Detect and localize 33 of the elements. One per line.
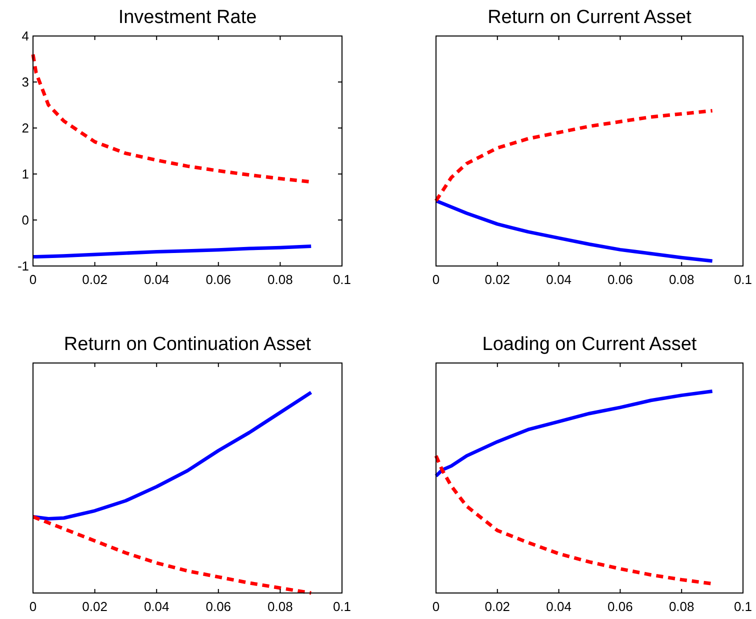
chart-title: Investment Rate <box>118 7 257 28</box>
x-tick-label: 0.04 <box>144 599 170 614</box>
x-tick-label: 0.1 <box>332 272 352 287</box>
x-tick-label: 0.1 <box>332 599 352 614</box>
y-tick-label: 0 <box>22 212 29 228</box>
x-tick-label: 0.08 <box>668 599 694 614</box>
x-tick-label: 0.04 <box>546 599 572 614</box>
x-tick-label: 0.08 <box>268 599 293 614</box>
y-tick-label: 4 <box>22 28 29 44</box>
x-tick-label: 0.04 <box>546 272 572 287</box>
chart-title: Return on Current Asset <box>488 7 692 28</box>
line-series <box>31 244 313 259</box>
x-tick-label: 0.1 <box>734 272 752 287</box>
y-tick-label: 3 <box>22 74 29 90</box>
x-tick-label: 0.02 <box>82 599 108 614</box>
x-tick-label: 0.02 <box>82 272 108 287</box>
x-tick-label: 0.1 <box>734 599 752 614</box>
x-tick-label: 0.08 <box>268 272 293 287</box>
y-tick-label: -1 <box>17 258 29 274</box>
x-tick-label: 0.02 <box>484 599 510 614</box>
x-tick-label: 0.06 <box>608 599 633 614</box>
x-tick-label: 0.06 <box>206 599 232 614</box>
x-tick-label: 0.08 <box>668 272 694 287</box>
chart-title: Loading on Current Asset <box>482 334 698 355</box>
x-tick-label: 0.04 <box>144 272 170 287</box>
y-tick-label: 2 <box>22 120 29 136</box>
x-tick-label: 0.02 <box>484 272 510 287</box>
x-tick-label: 0 <box>432 272 440 287</box>
x-tick-label: 0.06 <box>608 272 633 287</box>
x-tick-label: 0.06 <box>206 272 232 287</box>
x-tick-label: 0 <box>432 599 440 614</box>
chart-title: Return on Continuation Asset <box>64 334 312 355</box>
y-tick-label: 1 <box>22 166 29 182</box>
